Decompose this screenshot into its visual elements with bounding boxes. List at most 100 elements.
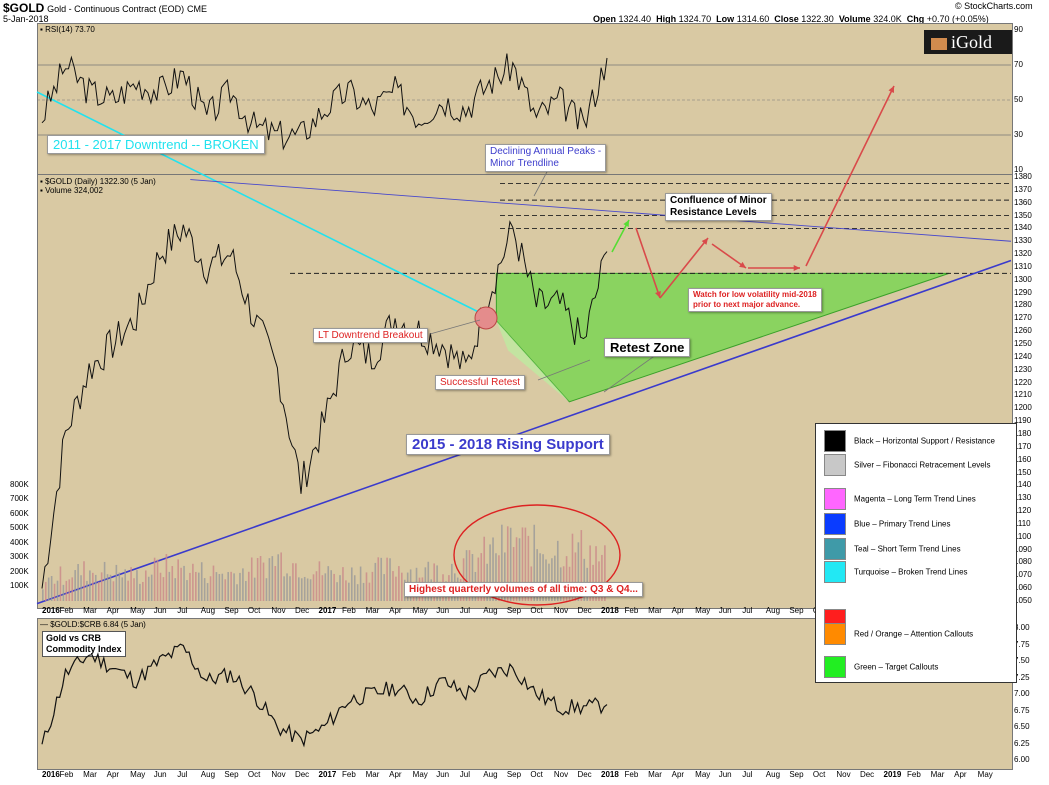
x-tick-label-top: Jun [436, 606, 450, 615]
volume-bar [598, 561, 600, 601]
volume-bar [398, 566, 400, 601]
volume-bar [303, 576, 306, 601]
x-tick-label-bottom: Aug [200, 770, 216, 779]
volume-bar [362, 582, 365, 601]
volume-bar [380, 557, 383, 601]
volume-bar [147, 576, 150, 601]
volume-bar [480, 553, 483, 601]
volume-highlight-ellipse [453, 504, 621, 606]
volume-bar [212, 565, 215, 601]
x-tick-label-bottom: Dec [577, 770, 592, 779]
volume-bar [262, 562, 265, 601]
x-tick-label-bottom: Sep [506, 770, 522, 779]
volume-tick-label: 800K [10, 479, 29, 489]
volume-bar [59, 566, 62, 601]
volume-bar [495, 553, 497, 601]
rsi-label: ▪ RSI(14) 73.70 [40, 25, 95, 34]
volume-bar [336, 582, 338, 601]
callout-pointer [533, 169, 549, 197]
volume-bar [250, 557, 253, 601]
volume-bar [489, 544, 491, 601]
legend-swatch [824, 488, 846, 510]
price-tick-label: 1050 [1014, 596, 1032, 605]
volume-bar [471, 554, 474, 601]
header-date: 5-Jan-2018 [3, 14, 49, 24]
volume-bar [359, 566, 362, 601]
ratio-tick-label: 6.25 [1014, 738, 1030, 748]
volume-bar [315, 571, 318, 601]
volume-bar [218, 574, 221, 601]
volume-bar [77, 564, 79, 601]
x-tick-label-bottom: Nov [836, 770, 851, 779]
volume-bar [109, 574, 112, 601]
volume-bar [392, 571, 394, 601]
x-tick-label-top: Nov [553, 606, 569, 615]
x-tick-label-top: Dec [294, 606, 310, 615]
volume-bar [283, 576, 285, 601]
price-tick-label: 1340 [1014, 223, 1032, 233]
ratio-tick-label: 6.00 [1014, 755, 1030, 764]
volume-bar [492, 537, 494, 601]
volume-bar [203, 578, 206, 601]
volume-bar [142, 581, 144, 601]
x-tick-label-top: Aug [765, 606, 781, 615]
volume-bar [327, 566, 330, 601]
projection-arrow-head [739, 261, 746, 268]
x-tick-label-bottom: Nov [553, 770, 569, 779]
price-tick-label: 1060 [1014, 583, 1032, 593]
volume-bar [556, 540, 559, 601]
x-tick-label-bottom: May [130, 770, 146, 779]
x-tick-label-top: Apr [671, 606, 685, 615]
x-tick-label-bottom: Nov [271, 770, 286, 779]
x-tick-label-top: Feb [59, 606, 74, 615]
breakout-circle [474, 306, 498, 330]
x-tick-label-top: 2018 [601, 606, 619, 615]
volume-bar [233, 573, 235, 601]
volume-bar [483, 536, 486, 601]
x-tick-label-top: Sep [224, 606, 239, 615]
volume-bar [365, 572, 368, 601]
x-tick-label-top: Apr [389, 606, 402, 615]
x-tick-label-bottom: Oct [247, 770, 261, 779]
symbol: $GOLD [3, 1, 45, 15]
x-tick-label-top: Sep [789, 606, 804, 615]
volume-bar [401, 572, 403, 601]
volume-bar [524, 527, 527, 601]
retest-zone-callout: Retest Zone [604, 338, 691, 357]
price-tick-label: 1260 [1014, 326, 1032, 336]
volume-bar [509, 527, 512, 601]
volume-bar [539, 553, 541, 601]
x-tick-label-top: Apr [106, 606, 120, 615]
volume-bar [339, 575, 341, 601]
lt-breakout-callout: LT Downtrend Breakout [313, 328, 428, 343]
x-tick-label-top: Nov [271, 606, 286, 615]
x-tick-label-bottom: Mar [365, 770, 380, 779]
volume-bar [271, 556, 274, 601]
x-tick-label-top: Mar [648, 606, 662, 615]
callout-pointer [603, 351, 661, 393]
x-tick-label-bottom: Aug [483, 770, 498, 779]
callout-pointer [537, 359, 591, 381]
volume-bar [324, 573, 327, 601]
volume-bar [265, 578, 268, 601]
volume-bar [136, 570, 138, 601]
rising-support-line [36, 259, 1012, 605]
volume-bar [309, 579, 312, 601]
volume-bar [239, 572, 241, 601]
legend-item-green: Green – Target Callouts [824, 656, 938, 678]
volume-bar [386, 557, 388, 601]
exchange: CME [186, 4, 207, 14]
volume-bar [321, 575, 324, 601]
volume-bar [224, 579, 227, 601]
volume-bar [515, 537, 518, 601]
legend-item-magenta: Magenta – Long Term Trend Lines [824, 488, 976, 510]
broken-downtrend-line [36, 91, 497, 322]
x-tick-label-bottom: Jul [177, 770, 188, 779]
volume-bar [121, 577, 124, 601]
price-tick-label: 1280 [1014, 300, 1032, 310]
volume-bar [97, 581, 100, 601]
legend-swatch [824, 623, 846, 645]
x-tick-label-bottom: Dec [294, 770, 310, 779]
volume-bar [139, 583, 141, 601]
